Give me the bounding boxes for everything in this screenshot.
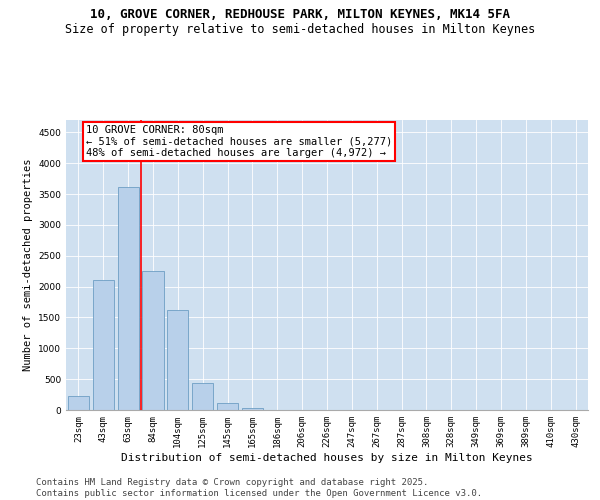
Bar bbox=[217, 403, 238, 410]
Text: 10, GROVE CORNER, REDHOUSE PARK, MILTON KEYNES, MK14 5FA: 10, GROVE CORNER, REDHOUSE PARK, MILTON … bbox=[90, 8, 510, 20]
Text: 10 GROVE CORNER: 80sqm
← 51% of semi-detached houses are smaller (5,277)
48% of : 10 GROVE CORNER: 80sqm ← 51% of semi-det… bbox=[86, 125, 392, 158]
Bar bbox=[142, 271, 164, 410]
Bar bbox=[192, 383, 213, 410]
Bar bbox=[118, 186, 139, 410]
Bar bbox=[68, 396, 89, 410]
Bar bbox=[93, 280, 114, 410]
Text: Contains HM Land Registry data © Crown copyright and database right 2025.
Contai: Contains HM Land Registry data © Crown c… bbox=[36, 478, 482, 498]
Y-axis label: Number of semi-detached properties: Number of semi-detached properties bbox=[23, 159, 32, 371]
Bar bbox=[167, 310, 188, 410]
Text: Size of property relative to semi-detached houses in Milton Keynes: Size of property relative to semi-detach… bbox=[65, 22, 535, 36]
X-axis label: Distribution of semi-detached houses by size in Milton Keynes: Distribution of semi-detached houses by … bbox=[121, 452, 533, 462]
Bar bbox=[242, 408, 263, 410]
